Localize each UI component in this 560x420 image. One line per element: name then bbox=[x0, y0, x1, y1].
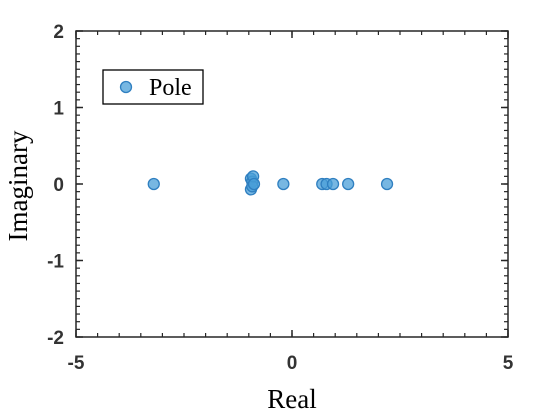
y-tick-label: 1 bbox=[53, 99, 64, 120]
pole-marker bbox=[380, 177, 394, 191]
legend-label-pole: Pole bbox=[149, 75, 192, 101]
pole-marker bbox=[342, 177, 355, 191]
x-tick-labels: -5 0 5 bbox=[68, 353, 514, 374]
y-tick-labels: -2 -1 0 1 2 bbox=[47, 22, 64, 349]
x-tick-label: -5 bbox=[68, 353, 85, 374]
pole-marker bbox=[277, 177, 290, 191]
y-axis-label: Imaginary bbox=[3, 130, 33, 241]
y-tick-label: 0 bbox=[53, 175, 64, 196]
pole-markers bbox=[147, 170, 394, 196]
legend: Pole bbox=[102, 69, 204, 105]
plot-frame bbox=[75, 30, 509, 338]
y-tick-label: -2 bbox=[47, 328, 64, 349]
y-tick-label: -1 bbox=[47, 252, 64, 273]
x-tick-label: 5 bbox=[503, 353, 514, 374]
x-axis-label: Real bbox=[267, 384, 316, 414]
y-tick-label: 2 bbox=[53, 22, 64, 43]
legend-marker-pole bbox=[119, 80, 133, 94]
pole-marker bbox=[247, 177, 261, 191]
legend-box bbox=[102, 69, 204, 105]
pole-marker bbox=[326, 177, 340, 191]
pole-marker bbox=[147, 177, 160, 191]
x-tick-label: 0 bbox=[287, 353, 298, 374]
